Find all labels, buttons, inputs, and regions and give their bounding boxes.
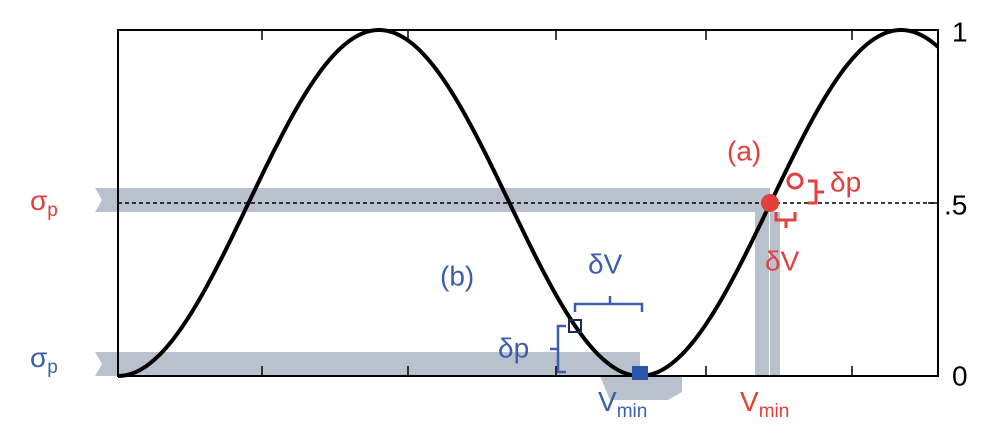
- bracket-dp-b: [550, 324, 566, 374]
- dv-a: δV: [765, 245, 800, 276]
- band-a: [95, 188, 780, 376]
- bracket-dv-b: [573, 296, 644, 312]
- dv-b: δV: [588, 248, 623, 279]
- text: σ: [30, 342, 47, 373]
- text: V: [598, 386, 617, 417]
- point-a: [761, 194, 779, 212]
- tick-label: .5: [944, 189, 967, 220]
- dp-a: δp: [830, 166, 861, 197]
- tick-label: 1: [952, 16, 968, 47]
- bracket-dp-a: [808, 179, 824, 205]
- text: p: [47, 357, 58, 378]
- sigma-a: σp: [30, 185, 58, 221]
- tick-label: 0: [952, 360, 968, 391]
- dp-b: δp: [498, 332, 529, 363]
- text: p: [47, 200, 58, 221]
- text: min: [617, 401, 648, 422]
- band-vmin: [600, 376, 682, 400]
- point-open-a: [786, 172, 804, 190]
- text: min: [759, 401, 790, 422]
- vmin-b: Vmin: [598, 386, 647, 422]
- point-open-b: [568, 319, 582, 333]
- point-b: [632, 366, 648, 380]
- label-b: (b): [440, 260, 474, 291]
- ticks: [261, 29, 938, 376]
- text: V: [740, 386, 759, 417]
- bracket-dv-a: [774, 212, 797, 228]
- vmin-a: Vmin: [740, 386, 789, 422]
- sine-curve: [117, 28, 940, 379]
- band-b: [95, 352, 640, 376]
- sigma-b: σp: [30, 342, 58, 378]
- label-a: (a): [727, 135, 761, 166]
- text: σ: [30, 185, 47, 216]
